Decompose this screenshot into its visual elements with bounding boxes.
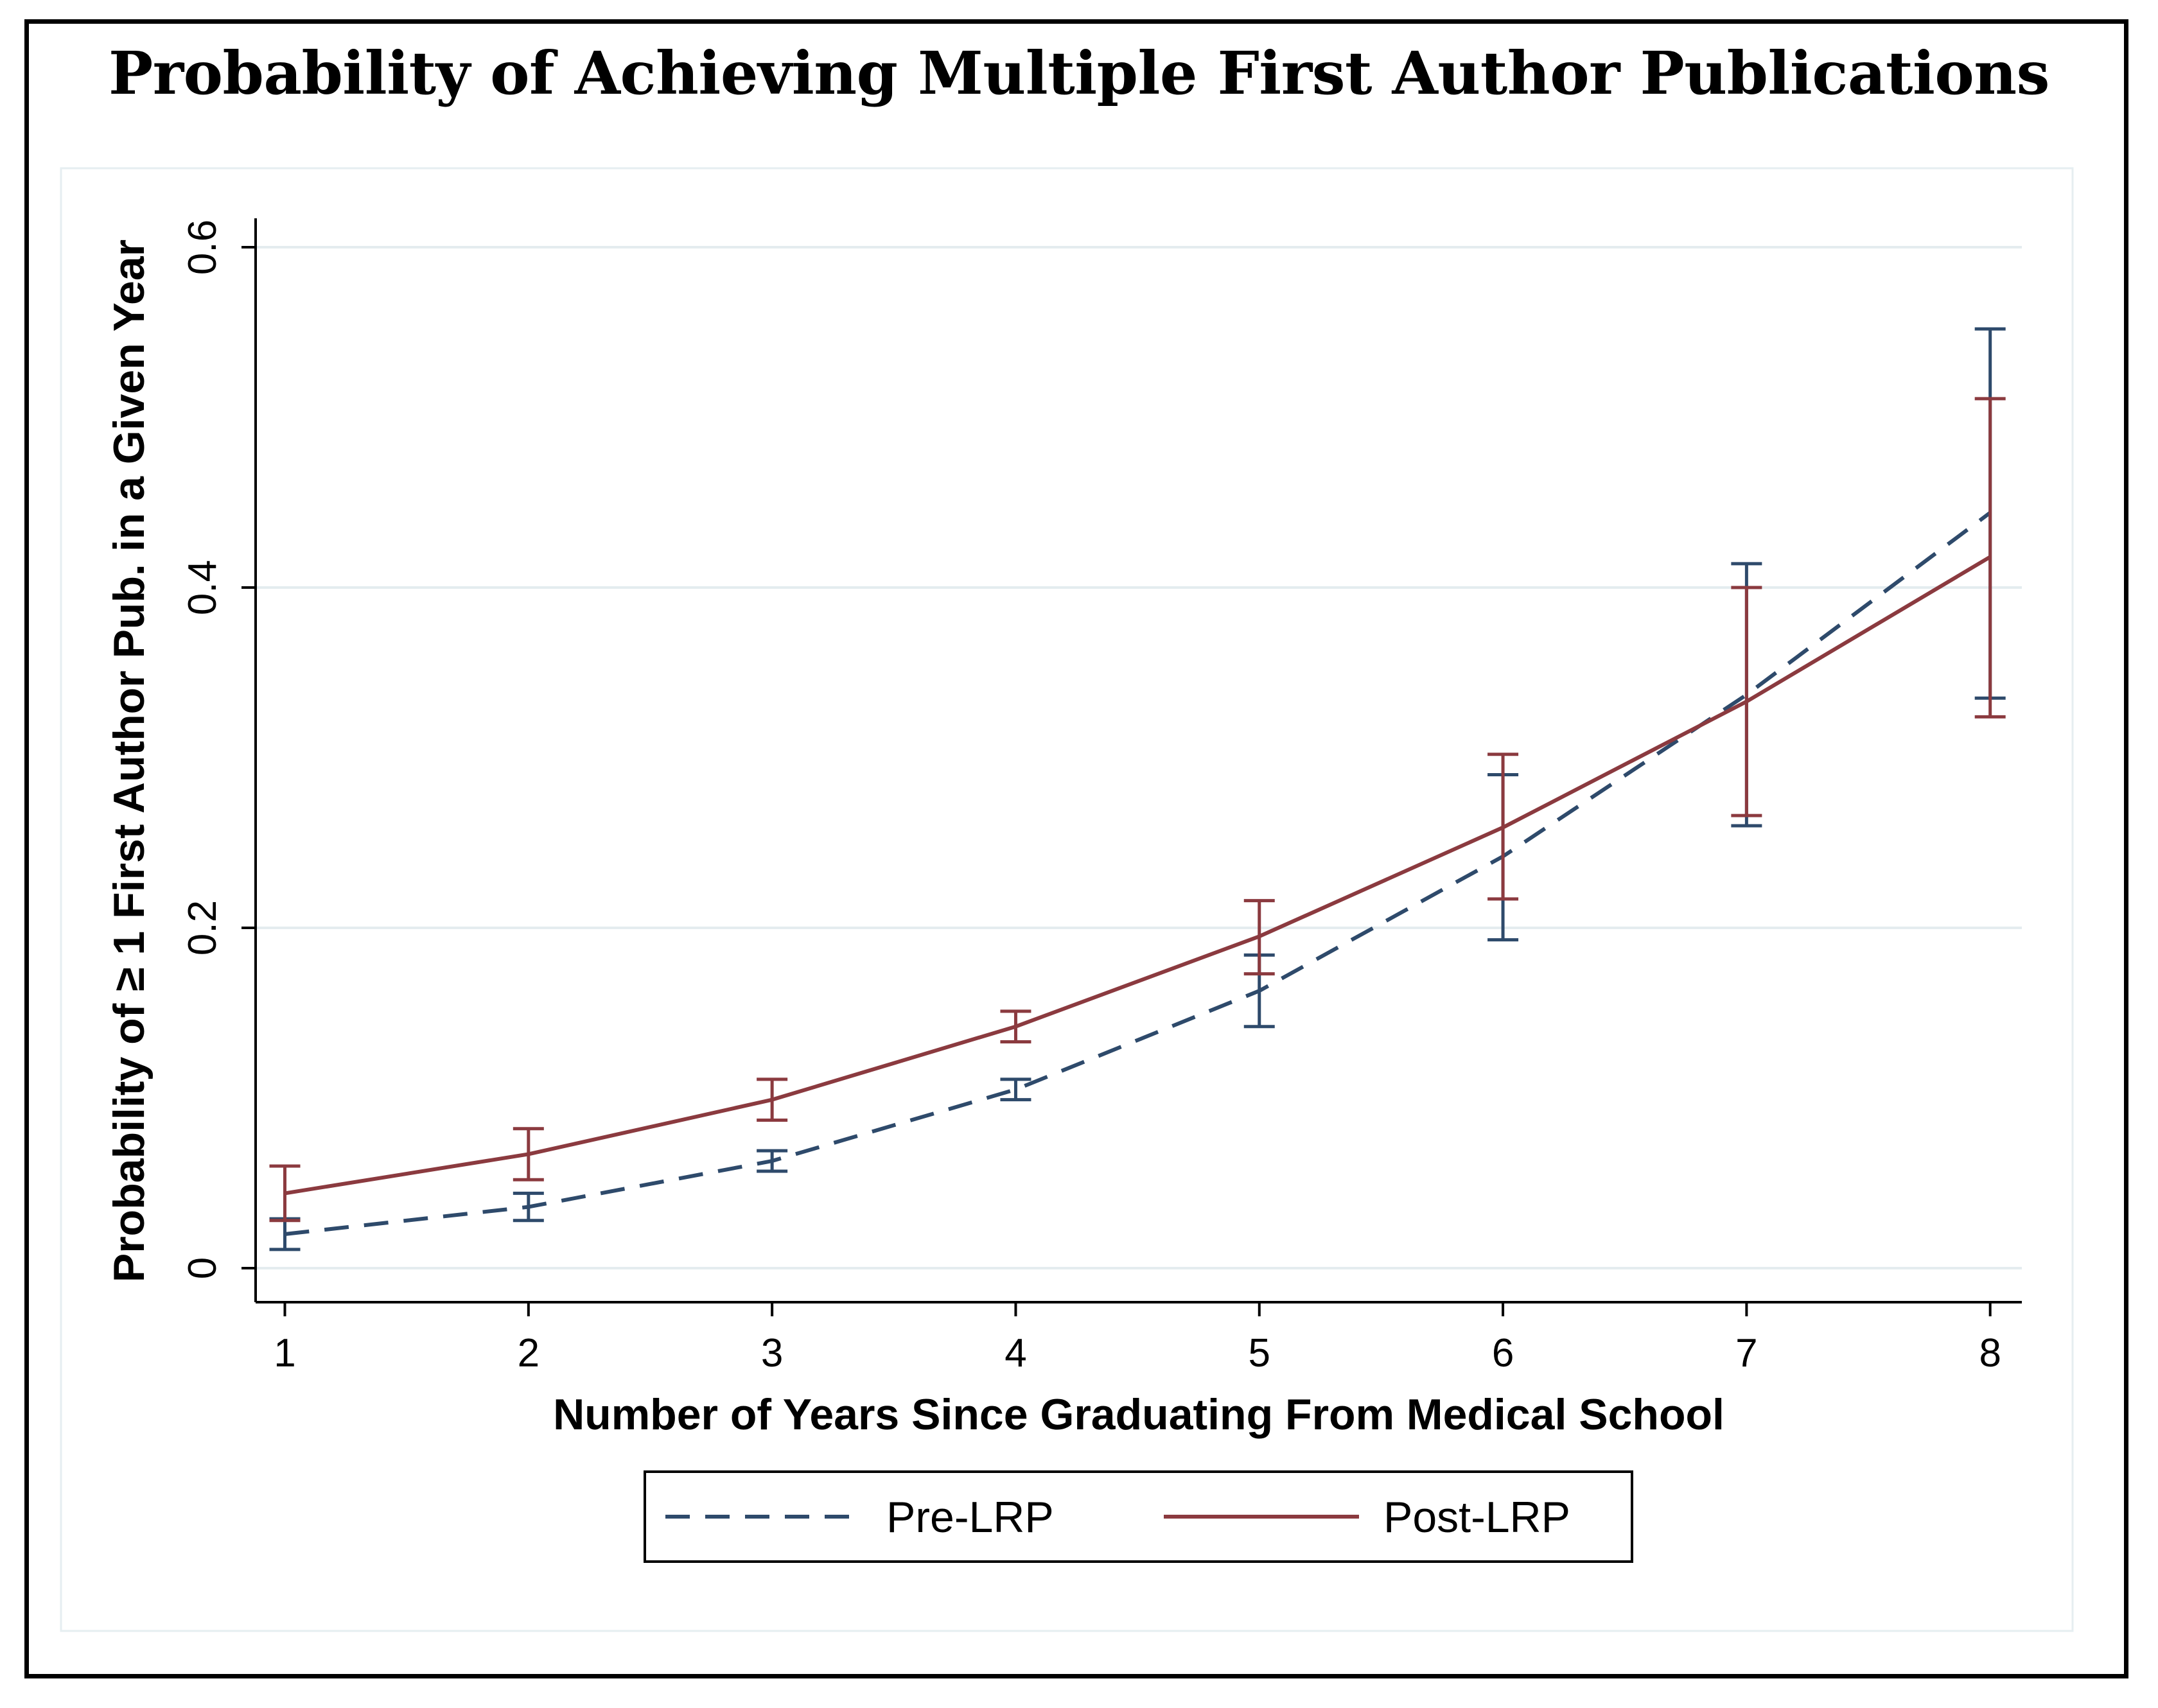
series-line-post-lrp — [285, 555, 1992, 1196]
series-post-lrp — [269, 397, 2006, 1223]
x-tick-label-6: 7 — [1735, 1331, 1757, 1375]
x-tick-label-2: 3 — [761, 1331, 783, 1375]
plot-region — [60, 167, 2074, 1632]
x-tick-label-3: 4 — [1004, 1331, 1026, 1375]
y-ticks: 0 0.2 0.4 0.6 — [180, 220, 256, 1279]
y-tick-label-1: 0.2 — [180, 900, 225, 955]
x-tick-label-5: 6 — [1492, 1331, 1514, 1375]
x-tick-label-1: 2 — [518, 1331, 540, 1375]
legend-label-post-lrp: Post-LRP — [1383, 1493, 1570, 1542]
error-bar-pre-lrp-4 — [1000, 1077, 1031, 1102]
legend: Pre-LRP Post-LRP — [644, 1470, 1633, 1563]
x-tick-label-4: 5 — [1249, 1331, 1270, 1375]
y-tick-label-2: 0.4 — [180, 560, 225, 615]
chart-title: Probability of Achieving Multiple First … — [109, 39, 2049, 108]
legend-label-pre-lrp: Pre-LRP — [886, 1493, 1054, 1542]
x-tick-label-7: 8 — [1979, 1331, 2001, 1375]
axes — [254, 218, 2022, 1303]
y-axis-title: Probability of ≥ 1 First Author Pub. in … — [105, 240, 154, 1282]
y-tick-label-0: 0 — [180, 1257, 225, 1279]
y-tick-label-3: 0.6 — [180, 220, 225, 275]
series-layer — [269, 327, 2006, 1251]
legend-box — [644, 1470, 1633, 1563]
x-axis-title: Number of Years Since Graduating From Me… — [553, 1390, 1724, 1439]
x-tick-label-0: 1 — [274, 1331, 295, 1375]
gridlines — [256, 246, 2022, 1270]
x-ticks: 1 2 3 4 5 6 7 8 — [274, 1302, 2001, 1375]
